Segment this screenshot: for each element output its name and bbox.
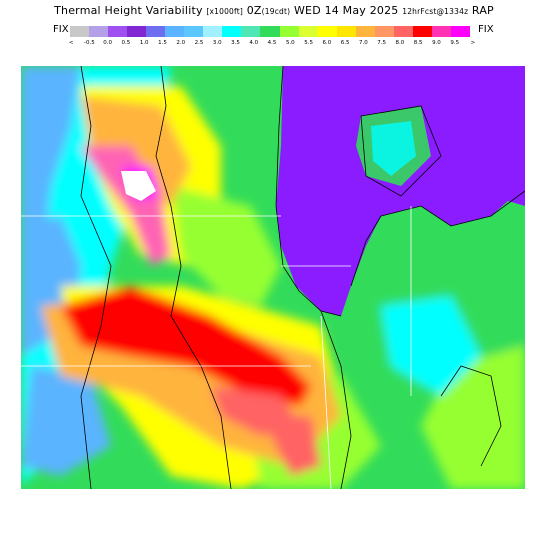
legend-swatch	[146, 26, 166, 37]
title-date: WED 14 May 2025	[293, 4, 399, 17]
legend-tick: <	[68, 40, 74, 46]
legend-tick: 2.0	[176, 40, 186, 46]
legend-tick: 6.5	[340, 40, 350, 46]
lake-huron-area	[421, 116, 525, 206]
legend-tick: 7.0	[359, 40, 368, 46]
title-model: RAP	[471, 4, 494, 17]
legend-swatch	[450, 26, 470, 37]
fix-left-label: FIX	[53, 24, 69, 35]
title-units: [x1000ft]	[206, 7, 244, 16]
legend-tick: 2.5	[194, 40, 204, 46]
legend-ticks: < -0.5 0.0 0.5 1.0 1.5 2.0 2.5 3.0 3.5 4.0 4.5 5.0 5.…	[62, 40, 482, 50]
legend-tick: 3.5	[231, 40, 240, 46]
legend-tick: 6.0	[322, 40, 332, 46]
legend-swatch	[241, 26, 261, 37]
thermal-height-map	[21, 66, 525, 489]
title-local: (19cdt)	[261, 7, 291, 16]
legend-tick: 4.5	[267, 40, 277, 46]
fix-right-label: FIX	[478, 24, 494, 35]
map-title: Thermal Height Variability [x1000ft] 0Z(…	[0, 4, 548, 17]
legend-tick: 5.0	[285, 40, 295, 46]
legend-swatch	[355, 26, 375, 37]
legend-swatch	[374, 26, 394, 37]
max-spot	[121, 171, 156, 201]
title-fcst: 12hrFcst@1334z	[402, 7, 469, 16]
legend-swatch	[393, 26, 413, 37]
legend-tick: 1.5	[158, 40, 167, 46]
legend-swatch	[89, 26, 109, 37]
field-blobs	[21, 66, 525, 489]
legend-swatch	[203, 26, 223, 37]
legend-swatch	[260, 26, 280, 37]
legend-swatch	[165, 26, 185, 37]
legend-tick: 0.0	[103, 40, 113, 46]
legend-tick: 8.5	[413, 40, 423, 46]
legend-swatch	[108, 26, 128, 37]
legend-tick: 9.5	[450, 40, 460, 46]
legend-tick: 9.0	[432, 40, 441, 46]
legend-tick: 4.0	[249, 40, 259, 46]
legend-tick: 5.5	[304, 40, 313, 46]
legend-swatch	[184, 26, 204, 37]
header: Thermal Height Variability [x1000ft] 0Z(…	[0, 0, 548, 60]
title-main: Thermal Height Variability	[54, 4, 203, 17]
state-lines	[21, 206, 412, 489]
legend-tick: 1.0	[139, 40, 149, 46]
legend-swatch	[279, 26, 299, 37]
legend-tick: >	[470, 40, 476, 46]
color-legend	[70, 26, 470, 37]
legend-tick: 3.0	[212, 40, 222, 46]
legend-swatch	[431, 26, 451, 37]
legend-tick: 8.0	[395, 40, 405, 46]
legend-swatch	[127, 26, 147, 37]
legend-tick: 0.5	[121, 40, 131, 46]
legend-swatch	[317, 26, 337, 37]
legend-swatch	[222, 26, 242, 37]
lake-inner-cyan	[371, 121, 416, 176]
legend-swatch	[412, 26, 432, 37]
legend-swatch	[70, 26, 90, 37]
legend-tick: 7.5	[377, 40, 387, 46]
legend-swatch	[336, 26, 356, 37]
title-time: 0Z	[246, 4, 262, 17]
legend-tick: -0.5	[84, 40, 95, 46]
legend-swatch	[298, 26, 318, 37]
